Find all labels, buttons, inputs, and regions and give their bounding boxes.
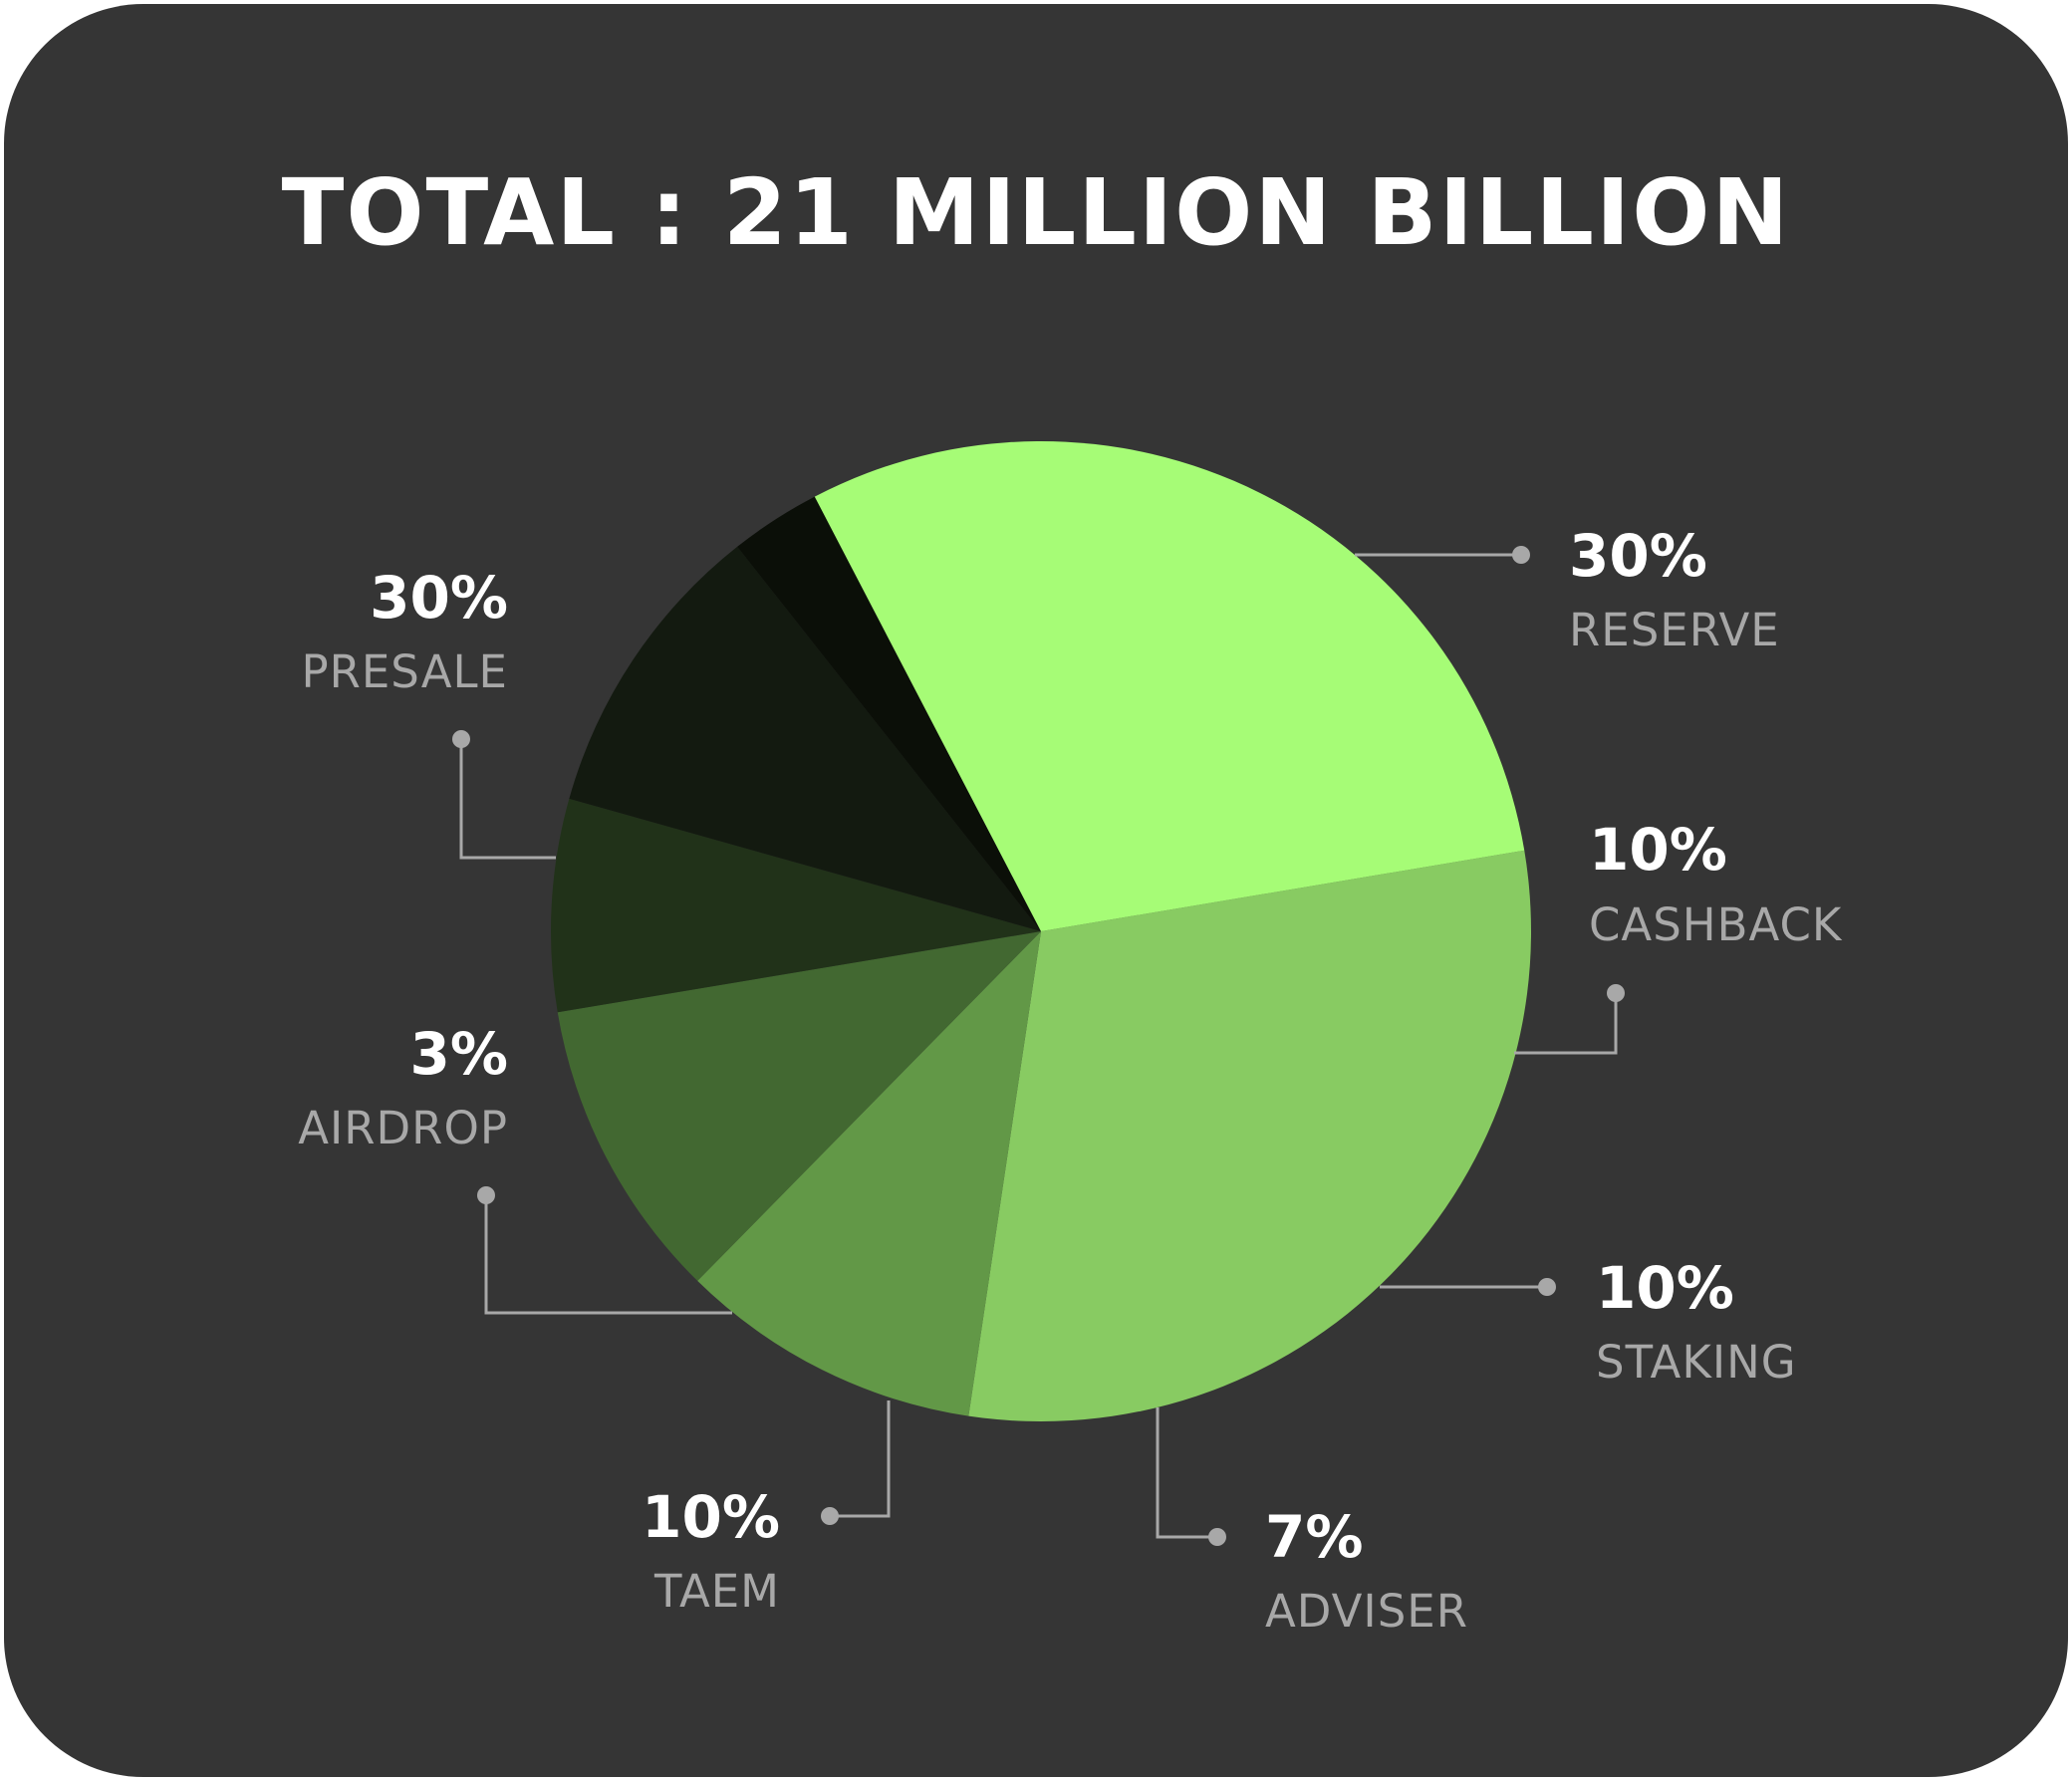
slice-label-taem: TAEM <box>653 1565 780 1618</box>
slice-label-adviser: ADVISER <box>1265 1585 1468 1638</box>
slice-label-airdrop: AIRDROP <box>298 1102 508 1154</box>
leader-line-adviser <box>1156 1407 1217 1539</box>
leader-line-cashback <box>1514 993 1618 1055</box>
slice-labels: 30% RESERVE 10% CASHBACK 10% STAKING 7% ADVISER… <box>298 522 1843 1638</box>
slice-percent-reserve: 30% <box>1569 522 1707 590</box>
pie-slice-reserve <box>968 850 1532 1421</box>
slice-percent-taem: 10% <box>642 1483 780 1551</box>
pie-slice-staking <box>557 931 1041 1281</box>
pie-slice-airdrop <box>737 496 1041 931</box>
slice-label-reserve: RESERVE <box>1569 604 1780 656</box>
pie-slices <box>551 441 1532 1421</box>
slice-percent-cashback: 10% <box>1589 816 1727 884</box>
pie-slice-presale <box>814 441 1525 931</box>
slice-percent-presale: 30% <box>370 564 508 632</box>
slice-label-cashback: CASHBACK <box>1589 898 1843 951</box>
leader-dot-taem <box>821 1507 839 1525</box>
leader-lines <box>452 546 1625 1546</box>
leader-line-taem <box>830 1400 891 1518</box>
leader-line-presale <box>459 739 556 860</box>
chart-title: TOTAL : 21 MILLION BILLION <box>281 159 1791 266</box>
slice-percent-staking: 10% <box>1596 1254 1734 1322</box>
leader-dot-staking <box>1538 1278 1556 1296</box>
leader-dot-cashback <box>1607 984 1625 1002</box>
leader-dot-presale <box>452 730 470 748</box>
pie-slice-taem <box>569 546 1041 931</box>
leader-dot-adviser <box>1208 1528 1226 1546</box>
pie-slice-adviser <box>551 798 1041 1013</box>
leader-line-airdrop <box>484 1195 732 1315</box>
slice-percent-airdrop: 3% <box>410 1020 508 1088</box>
leader-dot-reserve <box>1512 546 1530 564</box>
slice-label-staking: STAKING <box>1596 1336 1797 1389</box>
slice-label-presale: PRESALE <box>301 645 508 698</box>
slice-percent-adviser: 7% <box>1265 1503 1363 1571</box>
pie-slice-cashback <box>697 931 1041 1416</box>
leader-dot-airdrop <box>477 1186 495 1204</box>
